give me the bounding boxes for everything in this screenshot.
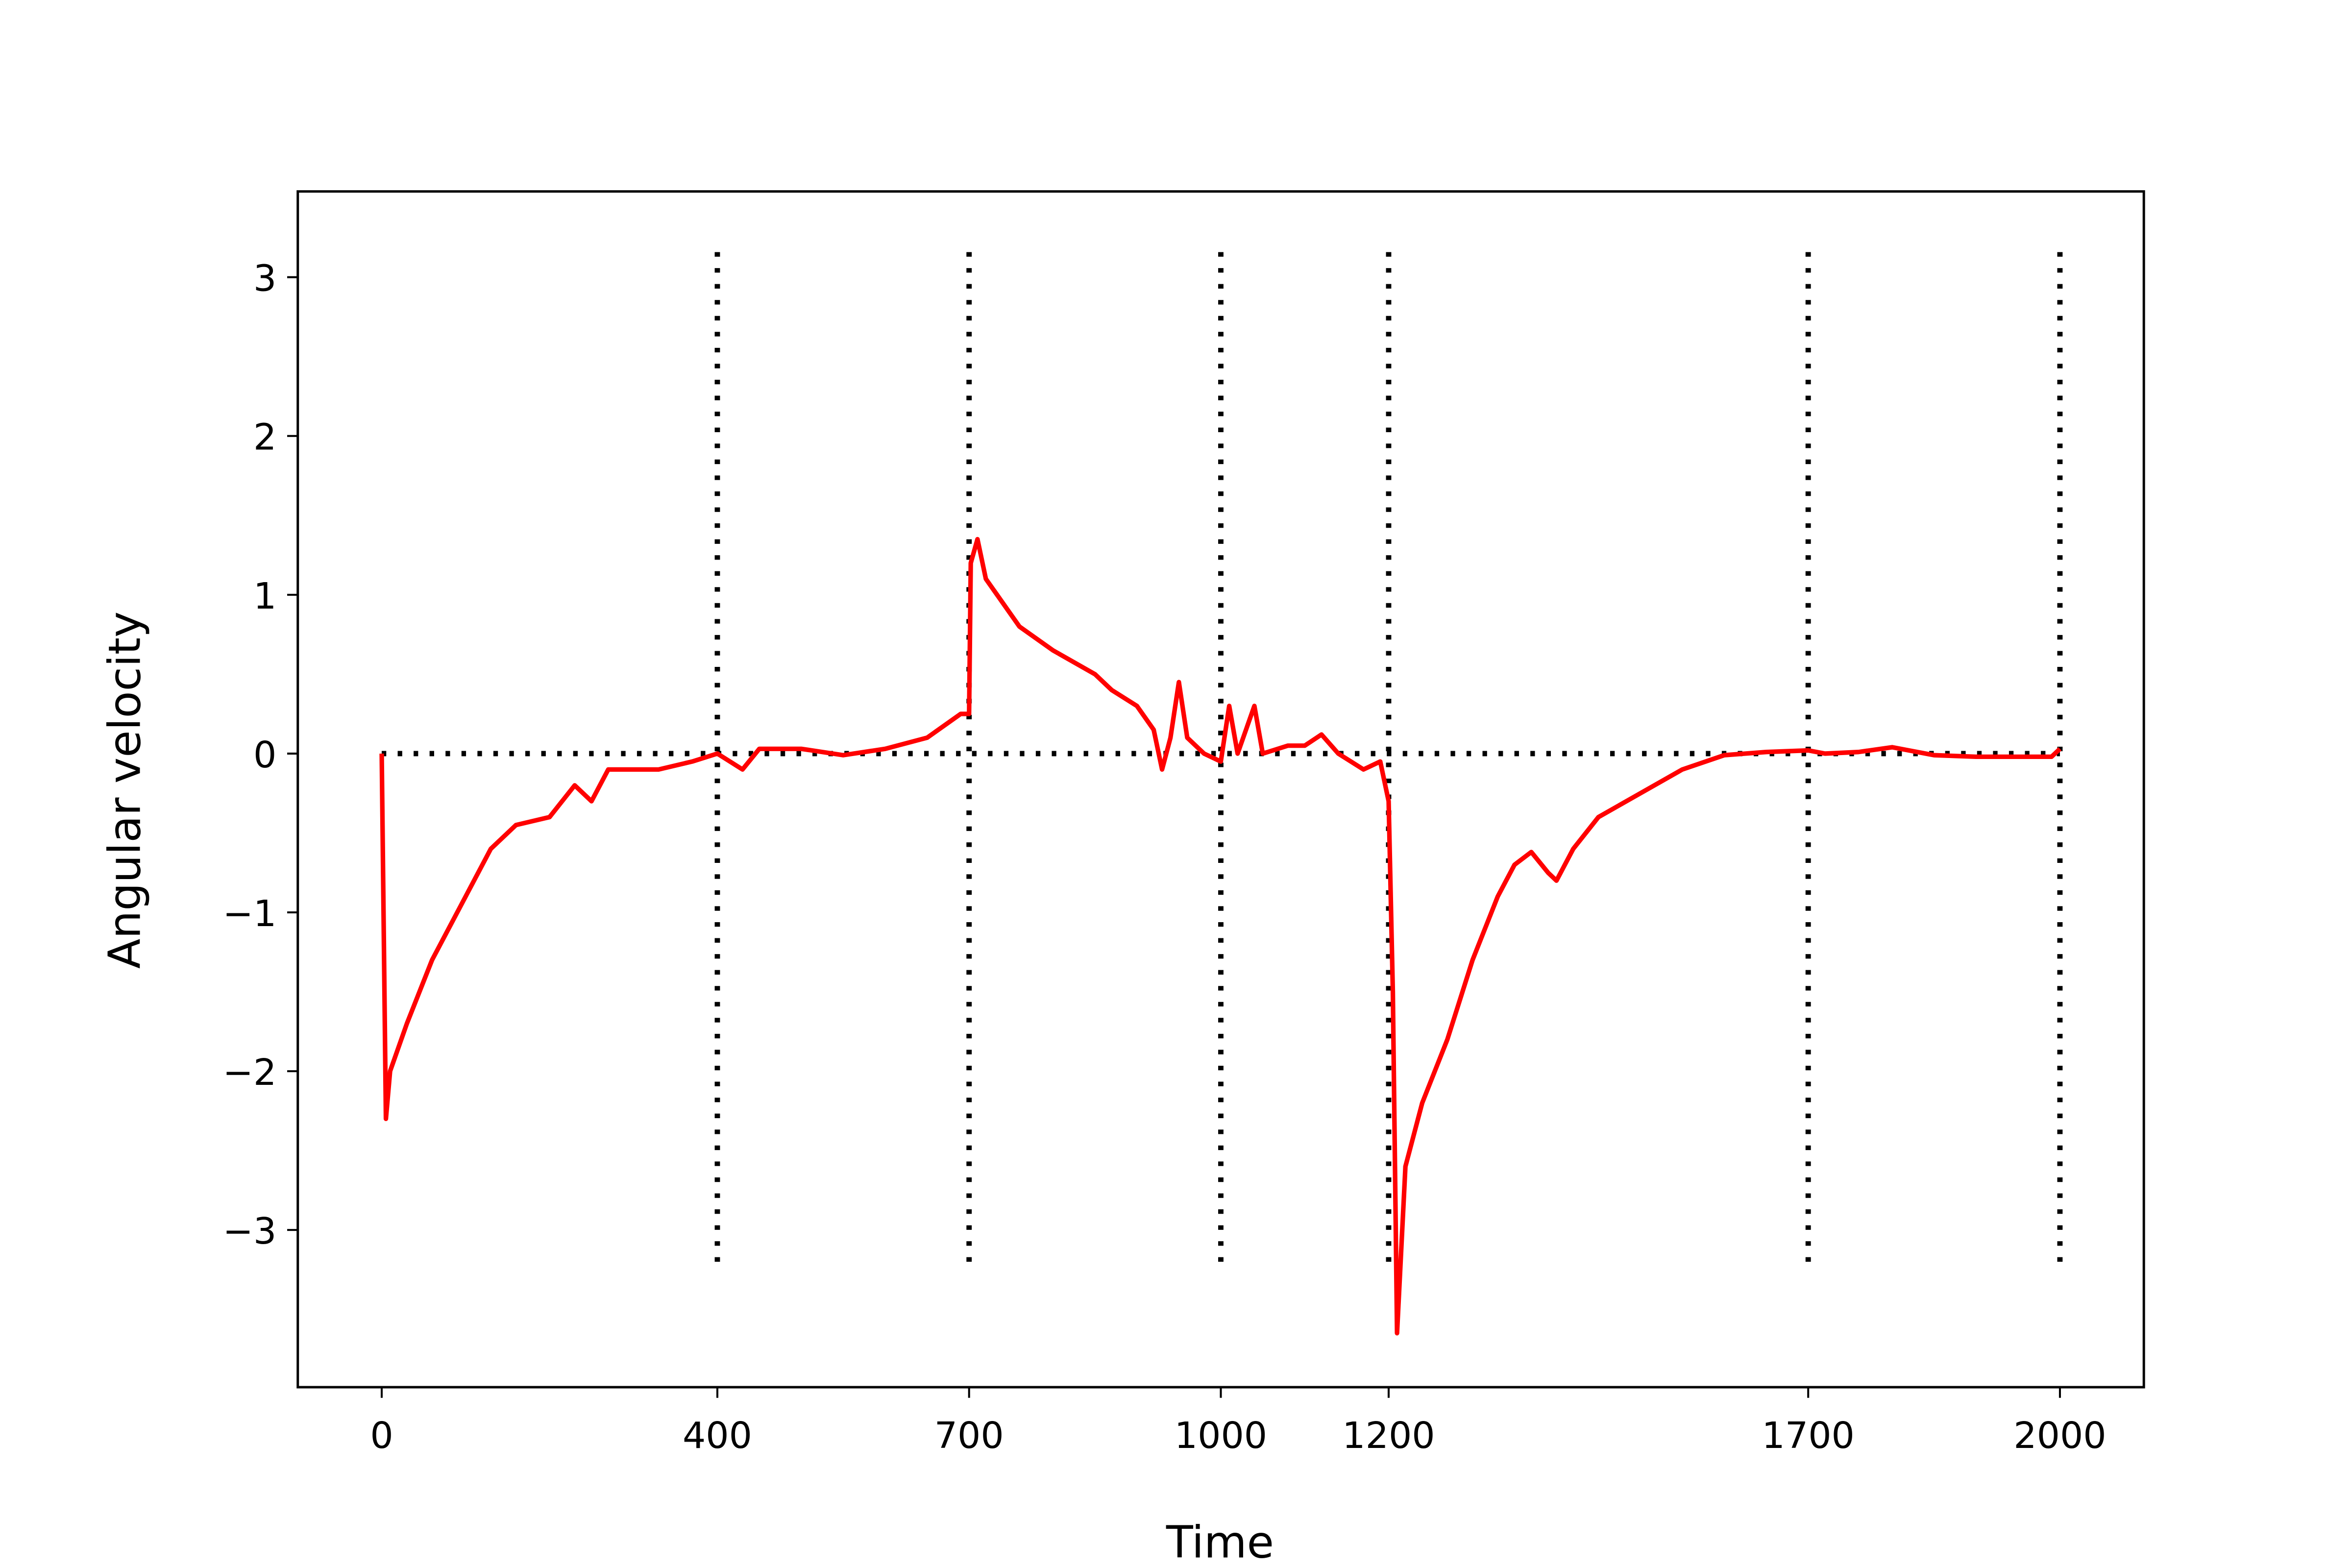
data-line <box>379 537 2062 1336</box>
x-tick-label: 1700 <box>1762 1414 1855 1457</box>
y-tick-label: −1 <box>223 892 277 935</box>
y-tick-label: −2 <box>223 1051 277 1094</box>
x-tick-label: 1200 <box>1342 1414 1435 1457</box>
y-axis-label: Angular velocity <box>99 612 150 969</box>
y-tick-label: 0 <box>253 734 276 776</box>
x-tick-label: 700 <box>934 1414 1004 1457</box>
x-tick-label: 0 <box>370 1414 393 1457</box>
plot-frame <box>296 190 2145 1389</box>
x-tick-label: 2000 <box>2013 1414 2106 1457</box>
y-tick-label: 3 <box>253 257 276 300</box>
x-tick-label: 1000 <box>1175 1414 1267 1457</box>
x-tick-label: 400 <box>683 1414 752 1457</box>
x-axis-label: Time <box>1166 1517 1274 1568</box>
y-tick-label: 2 <box>253 416 276 459</box>
y-tick-label: 1 <box>253 575 276 617</box>
y-tick-label: −3 <box>223 1210 277 1252</box>
